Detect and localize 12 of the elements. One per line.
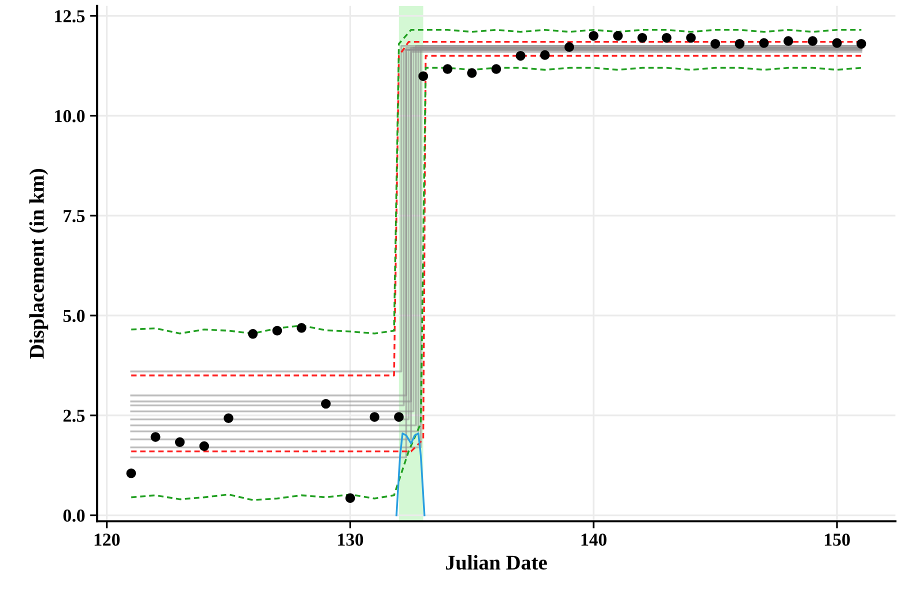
y-tick-label: 2.5 xyxy=(63,410,85,422)
y-tick-label: 7.5 xyxy=(64,210,85,222)
x-tick-label: 150 xyxy=(824,534,850,546)
y-tick-label: 10.0 xyxy=(55,110,85,122)
y-tick-label: 5.0 xyxy=(63,310,85,322)
y-tick-label: 0.0 xyxy=(63,510,85,522)
x-tick-label: 130 xyxy=(338,534,364,546)
y-axis-title: Displacement (in km) xyxy=(29,169,48,359)
y-tick-label: 12.5 xyxy=(55,10,85,22)
x-axis-title: Julian Date xyxy=(446,555,547,570)
x-tick-label: 120 xyxy=(94,534,120,546)
x-tick-label: 140 xyxy=(582,534,606,546)
